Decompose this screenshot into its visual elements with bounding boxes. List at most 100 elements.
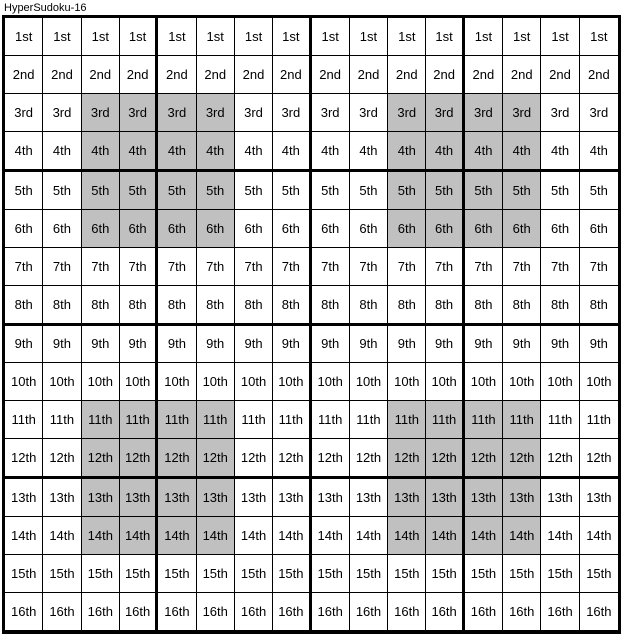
grid-cell: 6th bbox=[388, 210, 426, 248]
grid-cell: 2nd bbox=[82, 56, 120, 94]
grid-cell: 11th bbox=[503, 401, 541, 439]
grid-cell: 4th bbox=[312, 132, 350, 172]
grid-cell: 15th bbox=[541, 555, 579, 593]
grid-cell: 14th bbox=[197, 517, 235, 555]
grid-cell: 13th bbox=[235, 479, 273, 517]
grid-cell: 4th bbox=[580, 132, 618, 172]
grid-cell: 4th bbox=[43, 132, 81, 172]
grid-cell: 12th bbox=[5, 439, 43, 479]
grid-cell: 7th bbox=[82, 248, 120, 286]
grid-cell: 11th bbox=[43, 401, 81, 439]
grid-cell: 14th bbox=[43, 517, 81, 555]
grid-cell: 4th bbox=[5, 132, 43, 172]
grid-cell: 10th bbox=[82, 363, 120, 401]
grid-cell: 5th bbox=[580, 172, 618, 210]
grid-cell: 11th bbox=[120, 401, 158, 439]
grid-cell: 16th bbox=[235, 593, 273, 631]
grid-cell: 14th bbox=[503, 517, 541, 555]
grid-cell: 16th bbox=[5, 593, 43, 631]
grid-cell: 6th bbox=[580, 210, 618, 248]
grid-cell: 16th bbox=[197, 593, 235, 631]
grid-cell: 6th bbox=[541, 210, 579, 248]
grid-cell: 14th bbox=[426, 517, 464, 555]
grid-cell: 14th bbox=[541, 517, 579, 555]
grid-cell: 7th bbox=[120, 248, 158, 286]
grid-cell: 4th bbox=[197, 132, 235, 172]
grid-cell: 16th bbox=[350, 593, 388, 631]
grid-cell: 14th bbox=[388, 517, 426, 555]
grid-cell: 6th bbox=[273, 210, 311, 248]
grid-cell: 8th bbox=[120, 286, 158, 326]
grid-cell: 4th bbox=[273, 132, 311, 172]
grid-cell: 4th bbox=[541, 132, 579, 172]
grid-cell: 3rd bbox=[350, 94, 388, 132]
grid-cell: 1st bbox=[426, 18, 464, 56]
grid-cell: 11th bbox=[350, 401, 388, 439]
grid-cell: 6th bbox=[350, 210, 388, 248]
grid-cell: 13th bbox=[5, 479, 43, 517]
grid-cell: 11th bbox=[541, 401, 579, 439]
grid-cell: 2nd bbox=[465, 56, 503, 94]
grid-cell: 15th bbox=[273, 555, 311, 593]
grid-cell: 1st bbox=[350, 18, 388, 56]
grid-cell: 15th bbox=[43, 555, 81, 593]
grid-cell: 12th bbox=[312, 439, 350, 479]
grid-cell: 4th bbox=[120, 132, 158, 172]
grid-cell: 6th bbox=[235, 210, 273, 248]
grid-cell: 4th bbox=[158, 132, 196, 172]
grid-cell: 11th bbox=[312, 401, 350, 439]
grid-cell: 6th bbox=[503, 210, 541, 248]
grid-cell: 7th bbox=[465, 248, 503, 286]
grid-cell: 11th bbox=[388, 401, 426, 439]
grid-cell: 7th bbox=[580, 248, 618, 286]
grid-cell: 8th bbox=[235, 286, 273, 326]
grid-cell: 15th bbox=[235, 555, 273, 593]
grid-cell: 5th bbox=[426, 172, 464, 210]
grid-cell: 7th bbox=[541, 248, 579, 286]
grid-cell: 6th bbox=[5, 210, 43, 248]
grid-cell: 7th bbox=[197, 248, 235, 286]
grid-cell: 12th bbox=[273, 439, 311, 479]
grid-cell: 1st bbox=[388, 18, 426, 56]
grid-cell: 13th bbox=[503, 479, 541, 517]
grid-cell: 5th bbox=[350, 172, 388, 210]
grid-cell: 10th bbox=[158, 363, 196, 401]
grid-cell: 9th bbox=[580, 326, 618, 364]
grid-cell: 4th bbox=[426, 132, 464, 172]
grid-cell: 8th bbox=[158, 286, 196, 326]
grid-cell: 9th bbox=[5, 326, 43, 364]
grid-cell: 3rd bbox=[197, 94, 235, 132]
grid-cell: 1st bbox=[541, 18, 579, 56]
grid-cell: 2nd bbox=[541, 56, 579, 94]
grid-cell: 1st bbox=[197, 18, 235, 56]
grid-cell: 8th bbox=[43, 286, 81, 326]
grid-cell: 6th bbox=[43, 210, 81, 248]
grid-cell: 13th bbox=[273, 479, 311, 517]
grid-cell: 8th bbox=[350, 286, 388, 326]
grid-cell: 12th bbox=[350, 439, 388, 479]
grid-cell: 10th bbox=[388, 363, 426, 401]
grid-cell: 9th bbox=[388, 326, 426, 364]
grid-cell: 11th bbox=[5, 401, 43, 439]
grid-cell: 9th bbox=[350, 326, 388, 364]
grid-cell: 5th bbox=[5, 172, 43, 210]
grid-cell: 3rd bbox=[426, 94, 464, 132]
grid-cell: 16th bbox=[120, 593, 158, 631]
grid-cell: 5th bbox=[503, 172, 541, 210]
grid-cell: 4th bbox=[350, 132, 388, 172]
grid-cell: 3rd bbox=[235, 94, 273, 132]
grid-cell: 8th bbox=[82, 286, 120, 326]
grid-cell: 9th bbox=[82, 326, 120, 364]
grid-cell: 3rd bbox=[5, 94, 43, 132]
grid-cell: 7th bbox=[273, 248, 311, 286]
grid-cell: 6th bbox=[197, 210, 235, 248]
grid-cell: 15th bbox=[312, 555, 350, 593]
grid-cell: 3rd bbox=[503, 94, 541, 132]
grid-cell: 16th bbox=[82, 593, 120, 631]
grid-cell: 12th bbox=[426, 439, 464, 479]
grid-cell: 16th bbox=[580, 593, 618, 631]
grid-cell: 12th bbox=[158, 439, 196, 479]
grid-cell: 7th bbox=[388, 248, 426, 286]
grid-cell: 8th bbox=[465, 286, 503, 326]
grid-cell: 2nd bbox=[235, 56, 273, 94]
